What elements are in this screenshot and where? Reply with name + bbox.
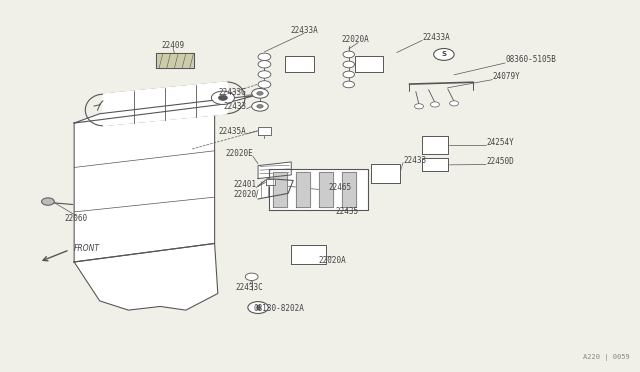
Circle shape: [450, 101, 459, 106]
Polygon shape: [74, 95, 256, 123]
Polygon shape: [285, 56, 314, 72]
Circle shape: [245, 273, 258, 280]
Text: 22433: 22433: [403, 155, 426, 164]
Polygon shape: [156, 53, 193, 68]
Text: 22020A: 22020A: [341, 35, 369, 44]
Polygon shape: [355, 56, 383, 72]
Polygon shape: [103, 82, 227, 126]
Polygon shape: [258, 127, 271, 135]
Text: 22450D: 22450D: [486, 157, 514, 166]
Text: 22020E: 22020E: [225, 149, 253, 158]
Text: A220 | 0059: A220 | 0059: [583, 354, 630, 361]
Circle shape: [434, 48, 454, 60]
Polygon shape: [291, 245, 326, 264]
Polygon shape: [258, 179, 293, 199]
Text: 22401: 22401: [233, 180, 256, 189]
Polygon shape: [371, 164, 400, 183]
Text: 22433C: 22433C: [236, 283, 264, 292]
Circle shape: [343, 61, 355, 68]
Text: B: B: [255, 305, 260, 311]
Text: 22465: 22465: [328, 183, 351, 192]
Polygon shape: [296, 172, 310, 207]
Circle shape: [257, 92, 263, 95]
Text: FRONT: FRONT: [74, 244, 99, 253]
Circle shape: [343, 71, 355, 78]
Text: 22435: 22435: [335, 208, 358, 217]
Circle shape: [211, 91, 234, 105]
Circle shape: [258, 71, 271, 78]
Polygon shape: [74, 243, 218, 310]
Polygon shape: [422, 158, 448, 171]
Text: 22433: 22433: [223, 102, 246, 111]
Text: 24079Y: 24079Y: [492, 72, 520, 81]
Circle shape: [343, 51, 355, 58]
Circle shape: [415, 104, 424, 109]
Circle shape: [258, 61, 271, 68]
Text: 08360-5105B: 08360-5105B: [505, 55, 556, 64]
Text: 08130-8202A: 08130-8202A: [253, 304, 304, 313]
Circle shape: [252, 89, 268, 98]
Polygon shape: [319, 172, 333, 207]
Circle shape: [258, 81, 271, 88]
Text: 22435A: 22435A: [219, 126, 246, 136]
Circle shape: [42, 198, 54, 205]
Circle shape: [258, 53, 271, 61]
Circle shape: [248, 302, 268, 314]
Polygon shape: [342, 172, 356, 207]
Circle shape: [431, 102, 440, 107]
Circle shape: [252, 102, 268, 111]
Polygon shape: [273, 172, 287, 207]
Polygon shape: [74, 105, 214, 262]
Text: 22060: 22060: [65, 214, 88, 223]
Circle shape: [218, 95, 227, 100]
Polygon shape: [258, 162, 291, 179]
Text: 24254Y: 24254Y: [486, 138, 514, 147]
Text: 22020A: 22020A: [319, 256, 347, 264]
Circle shape: [343, 81, 355, 88]
Text: S: S: [442, 51, 446, 57]
Polygon shape: [269, 169, 368, 210]
Text: 22409: 22409: [161, 41, 185, 50]
Text: 22020: 22020: [233, 190, 256, 199]
Polygon shape: [266, 179, 275, 185]
Text: 22433G: 22433G: [219, 88, 246, 97]
Circle shape: [257, 105, 263, 108]
Text: 22433A: 22433A: [422, 33, 450, 42]
Polygon shape: [422, 136, 448, 154]
Text: 22433A: 22433A: [290, 26, 318, 35]
